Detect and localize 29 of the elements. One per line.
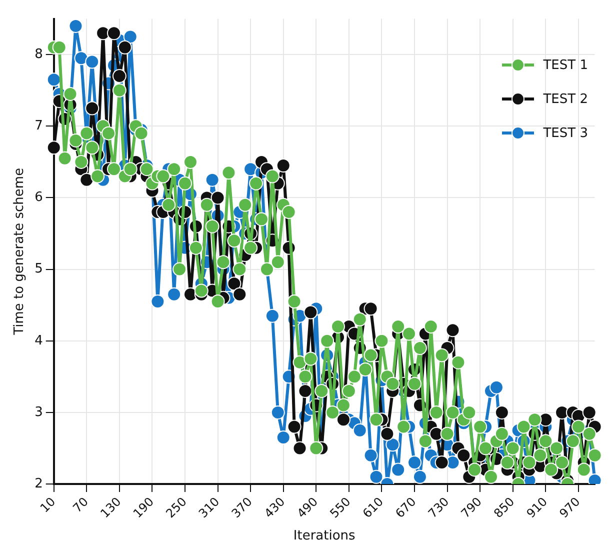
x-tick-label: 970 [556,494,583,521]
x-tick-label: 850 [491,494,518,521]
x-tick-label: 10 [37,494,58,516]
x-tick-label: 190 [130,494,157,521]
x-tick-label: 910 [524,494,550,521]
y-tick-label: 7 [34,118,43,134]
y-tick-label: 3 [34,404,43,420]
x-tick-label: 490 [294,494,320,521]
x-tick-label: 370 [228,494,255,521]
y-tick-label: 2 [34,476,43,492]
y-tick-label: 8 [34,46,43,62]
y-tick-label: 6 [34,190,43,206]
x-tick-label: 130 [98,494,124,521]
y-axis-title: Time to generate scheme [12,168,28,336]
x-tick-label: 70 [70,494,91,516]
legend-label: TEST 2 [543,92,588,106]
x-tick-label: 670 [392,494,419,521]
x-tick-label: 730 [426,494,452,521]
y-tick-label: 5 [34,262,43,277]
x-tick-label: 430 [262,494,288,521]
legend-label: TEST 1 [543,58,588,72]
x-tick-label: 610 [360,494,386,521]
x-axis-title: Iterations [293,528,356,544]
x-tick-label: 250 [163,494,190,521]
y-tick-label: 4 [34,333,43,348]
x-tick-label: 550 [327,494,354,521]
legend-label: TEST 3 [543,126,588,140]
x-tick-label: 310 [196,494,222,521]
x-tick-label: 790 [458,494,484,521]
